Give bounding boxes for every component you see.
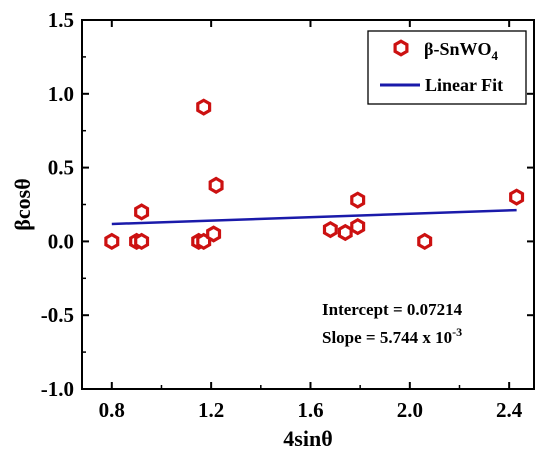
data-point bbox=[196, 98, 212, 116]
legend-box bbox=[367, 30, 527, 105]
data-point bbox=[134, 232, 150, 251]
y-tick-label: 0.0 bbox=[48, 229, 74, 253]
data-point bbox=[134, 203, 150, 221]
y-tick-label: 1.5 bbox=[48, 8, 74, 32]
linear-fit-line bbox=[111, 208, 517, 226]
data-point bbox=[322, 220, 338, 239]
annotation-slope: Slope = 5.744 x 10-3 bbox=[322, 325, 462, 347]
data-point bbox=[417, 232, 433, 251]
legend-hexagon bbox=[393, 39, 409, 57]
x-axis-ticks: 0.8 1.2 1.6 2.0 2.4 bbox=[99, 20, 523, 422]
x-axis-label: 4sinθ bbox=[283, 426, 332, 451]
y-axis-label: βcosθ bbox=[10, 178, 35, 230]
data-point bbox=[509, 188, 525, 206]
x-tick-label: 0.8 bbox=[99, 398, 125, 422]
x-tick-label: 1.2 bbox=[198, 398, 224, 422]
legend-label-points: β-SnWO4 bbox=[424, 39, 499, 63]
legend-marker-points bbox=[393, 39, 409, 57]
y-tick-label: 1.0 bbox=[48, 82, 74, 106]
x-tick-label: 1.6 bbox=[297, 398, 323, 422]
y-tick-label: 0.5 bbox=[48, 156, 74, 180]
data-point bbox=[350, 217, 366, 236]
y-tick-label: -1.0 bbox=[41, 377, 74, 401]
annotation-intercept: Intercept = 0.07214 bbox=[322, 300, 463, 319]
data-point bbox=[350, 191, 366, 209]
plot-area-frame bbox=[81, 19, 535, 390]
legend-label-fit: Linear Fit bbox=[425, 75, 503, 95]
y-tick-label: -0.5 bbox=[41, 303, 74, 327]
data-point bbox=[208, 176, 224, 194]
x-tick-label: 2.0 bbox=[397, 398, 423, 422]
data-point bbox=[104, 232, 120, 251]
x-tick-label: 2.4 bbox=[496, 398, 523, 422]
series-layer bbox=[104, 98, 525, 251]
legend: β-SnWO4 Linear Fit bbox=[367, 30, 527, 105]
y-axis-ticks: -1.0 -0.5 0.0 0.5 1.0 1.5 bbox=[41, 8, 534, 401]
data-point bbox=[206, 225, 222, 243]
data-point bbox=[337, 223, 353, 242]
